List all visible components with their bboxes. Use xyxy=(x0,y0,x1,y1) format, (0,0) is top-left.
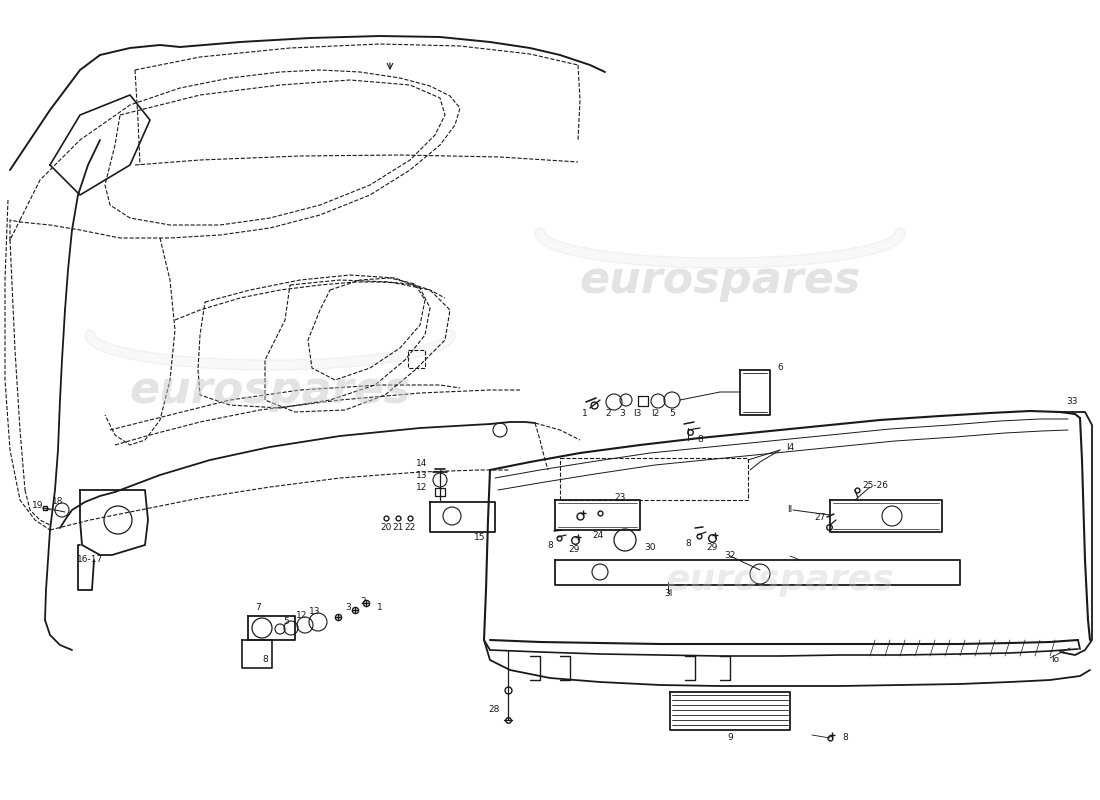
Text: 3: 3 xyxy=(619,409,625,418)
Text: 18: 18 xyxy=(53,498,64,506)
Text: 8: 8 xyxy=(547,541,553,550)
Text: 21: 21 xyxy=(393,523,404,533)
Text: 13: 13 xyxy=(416,470,428,479)
Text: 2: 2 xyxy=(360,597,366,606)
Text: I2: I2 xyxy=(651,409,659,418)
Text: I4: I4 xyxy=(785,443,794,453)
Text: 29: 29 xyxy=(706,543,717,553)
Text: 5: 5 xyxy=(669,409,675,418)
Text: 8: 8 xyxy=(262,655,268,665)
Text: 8: 8 xyxy=(685,538,691,547)
Text: Io: Io xyxy=(1050,655,1059,665)
Text: 12: 12 xyxy=(296,610,308,619)
Text: 28: 28 xyxy=(488,706,499,714)
Text: 8: 8 xyxy=(843,734,848,742)
Text: eurospares: eurospares xyxy=(580,258,860,302)
Text: 12: 12 xyxy=(416,482,428,491)
Text: 1: 1 xyxy=(582,409,587,418)
Text: 30: 30 xyxy=(645,543,656,553)
Text: 9: 9 xyxy=(727,733,733,742)
Text: 29: 29 xyxy=(569,546,580,554)
Text: II: II xyxy=(788,506,793,514)
Text: 13: 13 xyxy=(309,606,321,615)
Text: eurospares: eurospares xyxy=(130,369,410,411)
Text: I3: I3 xyxy=(632,409,641,418)
Text: 27: 27 xyxy=(814,514,826,522)
Text: 24: 24 xyxy=(593,531,604,541)
Text: 15: 15 xyxy=(474,534,486,542)
Text: 1: 1 xyxy=(377,602,383,611)
Text: 20: 20 xyxy=(381,523,392,533)
Text: eurospares: eurospares xyxy=(666,563,894,597)
Text: 6: 6 xyxy=(777,363,783,373)
Text: 8: 8 xyxy=(697,435,703,445)
Text: 14: 14 xyxy=(416,458,428,467)
Text: 7: 7 xyxy=(255,603,261,613)
Text: 3: 3 xyxy=(345,603,351,613)
Text: 25-26: 25-26 xyxy=(862,481,888,490)
Text: 16-17: 16-17 xyxy=(77,555,103,565)
Text: 32: 32 xyxy=(724,550,736,559)
Text: 5: 5 xyxy=(283,618,289,626)
Text: 3I: 3I xyxy=(663,589,672,598)
Text: 2: 2 xyxy=(605,409,610,418)
Text: 22: 22 xyxy=(405,523,416,533)
Text: 19: 19 xyxy=(32,501,44,510)
Text: 33: 33 xyxy=(1066,398,1078,406)
Text: 23: 23 xyxy=(614,493,626,502)
